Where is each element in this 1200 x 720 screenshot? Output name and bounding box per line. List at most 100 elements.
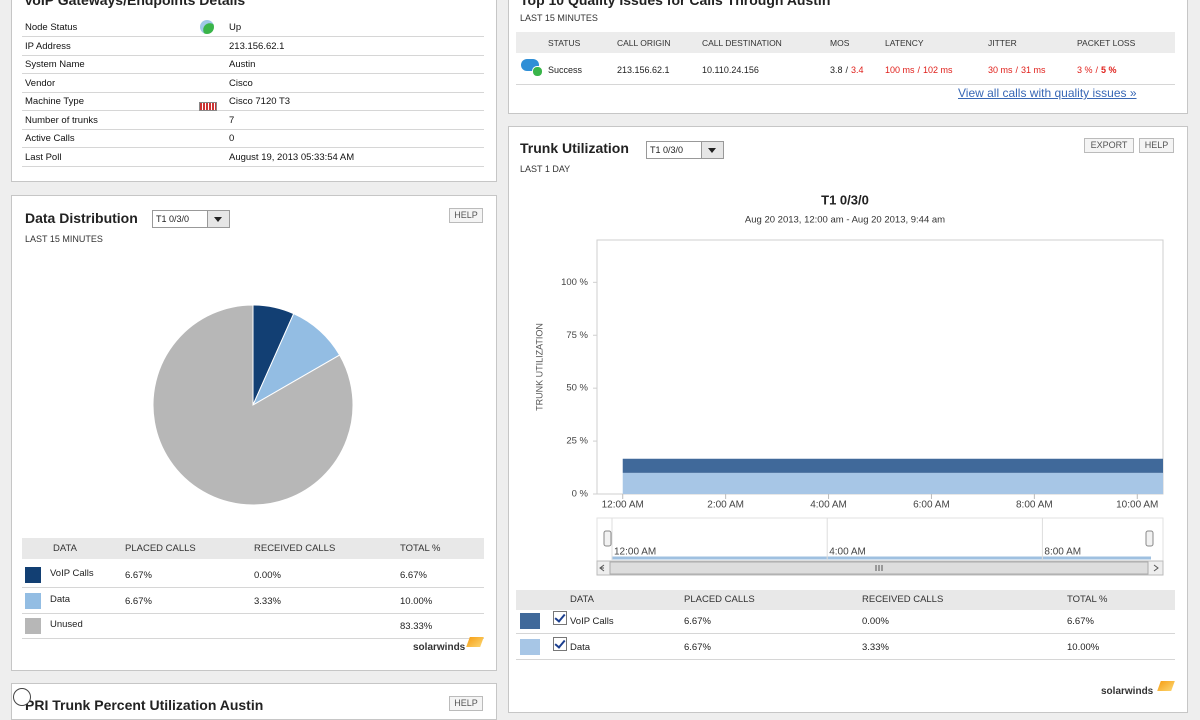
check-mark (554, 636, 566, 649)
selector-value: T1 0/3/0 (156, 214, 190, 224)
logo: solarwinds (413, 642, 466, 653)
legend-swatch (520, 638, 540, 655)
field-label: System Name (25, 59, 85, 70)
help-button[interactable]: HELP (449, 208, 483, 223)
row-divider (22, 54, 484, 56)
column-header: DATA (570, 594, 594, 605)
legend-label: Data (50, 593, 71, 605)
legend-swatch (25, 592, 41, 609)
link[interactable]: View all calls with quality issues » (958, 86, 1137, 100)
help-button[interactable]: HELP (1139, 138, 1174, 153)
copyright-icon (13, 688, 31, 706)
table-cell: 100 ms/102 ms (885, 64, 953, 76)
panel (508, 0, 1188, 114)
panel-title: VoIP Gateways/Endpoints Details (24, 0, 246, 8)
field-value: 213.156.62.1 (229, 40, 285, 52)
table-cell: 10.00% (400, 595, 433, 607)
cell-part: 30 ms (988, 65, 1013, 75)
row-divider (22, 612, 484, 614)
table-cell: 213.156.62.1 (617, 64, 670, 76)
field-value: 7 (229, 114, 235, 126)
legend-swatch (25, 618, 41, 634)
period-label: LAST 15 MINUTES (520, 13, 598, 23)
panel-title: Top 10 Quality Issues for Calls Through … (520, 0, 831, 8)
cell-part: 5 % (1101, 65, 1117, 75)
table-cell: 6.67% (125, 570, 152, 581)
selector-value: T1 0/3/0 (650, 145, 684, 155)
logo: solarwinds (1101, 686, 1154, 697)
field-label: Node Status (25, 22, 78, 33)
panel-title: Trunk Utilization (520, 140, 629, 156)
cell-part: 3 % (1077, 65, 1093, 75)
cell-part: / (845, 65, 849, 75)
panel-title: PRI Trunk Percent Utilization Austin (25, 697, 264, 713)
cell-part: / (917, 65, 921, 75)
table-cell: 10.00% (1067, 641, 1100, 653)
cell-part: Success (548, 65, 583, 75)
checkbox[interactable] (553, 611, 567, 625)
period-label: LAST 1 DAY (520, 164, 571, 174)
field-value: Cisco 7120 T3 (229, 96, 291, 107)
table-cell: 0.00% (254, 570, 281, 581)
selector[interactable]: T1 0/3/0 (646, 141, 724, 159)
row-divider (516, 658, 1175, 660)
row-divider (22, 165, 484, 167)
row-divider (516, 633, 1175, 634)
cell-part: 31 ms (1021, 65, 1046, 75)
row-divider (22, 110, 484, 111)
legend-label: Unused (50, 619, 83, 630)
table-cell: 3.33% (254, 595, 281, 607)
table-cell: 3 %/5 % (1077, 64, 1117, 76)
row-divider (516, 84, 1175, 85)
cell-part: / (1095, 65, 1099, 75)
table-cell: 6.67% (400, 570, 427, 581)
cell-part: 3.4 (851, 65, 864, 75)
field-label: IP Address (25, 40, 71, 52)
field-label: Vendor (25, 77, 56, 89)
table-header (516, 32, 1175, 53)
table-cell: 3.8/3.4 (830, 64, 864, 76)
dropdown-button[interactable] (207, 211, 229, 227)
check-mark (554, 611, 566, 623)
field-value: Austin (229, 59, 256, 70)
checkbox[interactable] (553, 636, 567, 651)
cell-part: 213.156.62.1 (617, 65, 670, 75)
device-icon (199, 102, 217, 111)
table-header (516, 590, 1175, 610)
column-header: STATUS (548, 38, 581, 48)
column-header: PLACED CALLS (684, 594, 755, 605)
table-cell: 6.67% (125, 595, 152, 607)
export-button[interactable]: EXPORT (1084, 138, 1134, 153)
legend-label: VoIP Calls (570, 616, 614, 627)
field-label: Last Poll (25, 151, 62, 163)
dropdown-button[interactable] (701, 142, 723, 158)
table-cell: 10.110.24.156 (702, 64, 759, 76)
table-header (22, 538, 484, 559)
dropdown-arrow (214, 217, 222, 222)
panel (11, 683, 497, 720)
column-header: RECEIVED CALLS (862, 594, 944, 605)
legend-label: VoIP Calls (50, 568, 94, 579)
column-header: PACKET LOSS (1077, 38, 1136, 48)
status-icon (200, 20, 214, 34)
column-header: JITTER (988, 38, 1017, 48)
field-label: Machine Type (25, 96, 84, 107)
column-header: TOTAL % (400, 543, 441, 554)
table-cell: 6.67% (1067, 616, 1094, 627)
column-header: PLACED CALLS (125, 543, 196, 554)
help-button[interactable]: HELP (449, 696, 483, 711)
column-header: CALL DESTINATION (702, 38, 782, 48)
table-cell: 83.33% (400, 621, 433, 632)
table-cell: 6.67% (684, 641, 711, 653)
row-divider (22, 91, 484, 93)
row-divider (22, 638, 484, 639)
table-cell: 6.67% (684, 616, 711, 627)
call-status-badge (532, 66, 543, 77)
table-cell: 0.00% (862, 616, 889, 627)
column-header: LATENCY (885, 38, 924, 48)
period-label: LAST 15 MINUTES (25, 234, 103, 244)
column-header: MOS (830, 38, 850, 48)
selector[interactable]: T1 0/3/0 (152, 210, 230, 228)
table-cell: Success (548, 64, 582, 76)
